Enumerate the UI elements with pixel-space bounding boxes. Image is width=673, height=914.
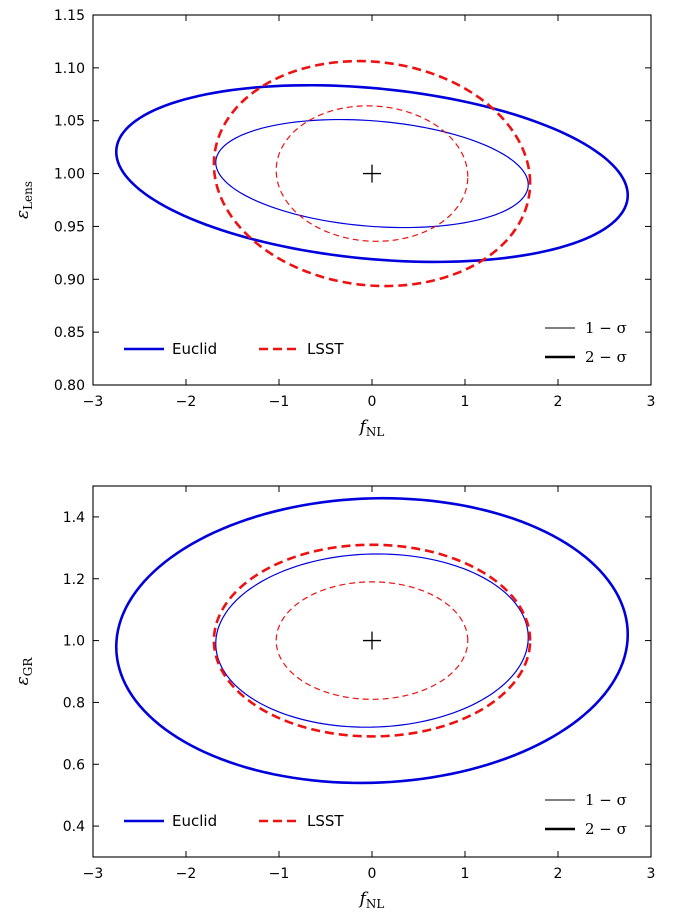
x-tick-label: 0: [368, 394, 377, 410]
plot-frame: [92, 14, 652, 386]
y-tick-label: 1.10: [54, 61, 85, 77]
legend-label-euclid: Euclid: [172, 812, 217, 830]
lsst-2sigma-contour: [212, 59, 532, 288]
y-tick-label: 1.4: [63, 510, 85, 526]
y-tick-label: 0.4: [63, 819, 85, 835]
x-tick-label: 0: [368, 866, 377, 882]
x-tick-label: −3: [83, 866, 104, 882]
x-tick-label: −2: [176, 394, 197, 410]
y-axis-label: εLens: [13, 181, 35, 219]
x-tick-label: 3: [647, 866, 656, 882]
y-tick-label: 1.00: [54, 167, 85, 183]
survey-legend: Euclid LSST: [124, 812, 344, 830]
euclid-1sigma-contour: [215, 118, 529, 229]
y-axis-label: εGR: [13, 657, 35, 686]
x-tick-label: −2: [176, 866, 197, 882]
contour-group: [114, 496, 630, 785]
sigma-label-2: 2 − σ: [585, 820, 627, 838]
y-tick-label: 1.2: [63, 572, 85, 588]
sigma-legend: 1 − σ 2 − σ: [545, 791, 627, 838]
x-tick-label: 1: [461, 394, 470, 410]
euclid-1sigma-contour: [215, 553, 529, 728]
legend-label-euclid: Euclid: [172, 340, 217, 358]
sigma-label-1: 1 − σ: [585, 791, 627, 809]
x-tick-label: 1: [461, 866, 470, 882]
y-tick-label: 1.05: [54, 114, 85, 130]
x-tick-label: 2: [554, 394, 563, 410]
x-tick-label: −3: [83, 394, 104, 410]
legend-label-lsst: LSST: [307, 340, 344, 358]
x-axis-label: fNL: [358, 889, 385, 911]
sigma-label-1: 1 − σ: [585, 319, 627, 337]
x-axis-label: fNL: [358, 417, 385, 439]
y-tick-label: 0.85: [54, 325, 85, 341]
plot-frame: [92, 485, 652, 858]
y-tick-label: 0.8: [63, 695, 85, 711]
x-tick-label: −1: [269, 866, 290, 882]
x-tick-label: 3: [647, 394, 656, 410]
euclid-2sigma-contour: [114, 83, 630, 264]
fiducial-marker: [363, 631, 381, 650]
lsst-1sigma-contour: [275, 105, 469, 242]
y-tick-label: 1.15: [54, 8, 85, 24]
y-tick-label: 1.0: [63, 634, 85, 650]
y-tick-label: 0.80: [54, 378, 85, 394]
contour-group: [114, 59, 630, 288]
legend-label-lsst: LSST: [307, 812, 344, 830]
x-tick-label: −1: [269, 394, 290, 410]
lsst-2sigma-contour: [212, 543, 532, 738]
sigma-legend: 1 − σ 2 − σ: [545, 319, 627, 366]
survey-legend: Euclid LSST: [124, 340, 344, 358]
fiducial-marker: [363, 164, 381, 183]
sigma-label-2: 2 − σ: [585, 348, 627, 366]
lsst-1sigma-contour: [275, 581, 469, 700]
y-tick-label: 0.6: [63, 757, 85, 773]
chart-panel-gr: −3 −2 −1 0 1 2 3 0.4 0.6 0.8 1.0 1.2 1.4 fNL εGR Euclid…: [13, 485, 656, 911]
y-tick-label: 0.90: [54, 272, 85, 288]
x-tick-label: 2: [554, 866, 563, 882]
chart-panel-lens: −3 −2 −1 0 1 2 3 0.80 0.85 0.90 0.95 1.00 1.05 1.10 1.…: [13, 8, 656, 439]
euclid-2sigma-contour: [114, 496, 630, 785]
y-tick-label: 0.95: [54, 219, 85, 235]
